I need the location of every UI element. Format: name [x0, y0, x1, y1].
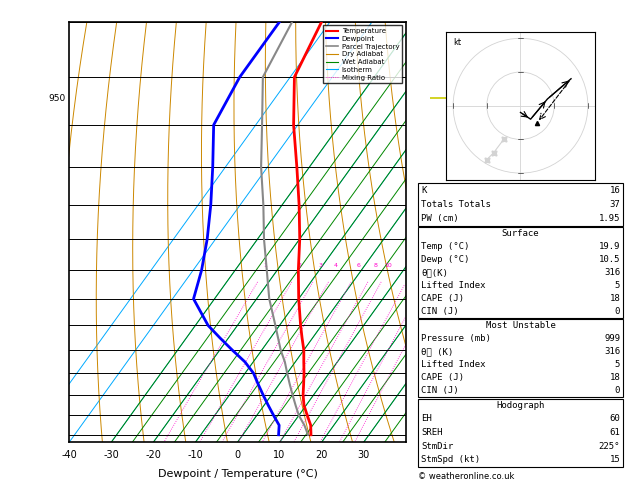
- Text: 8: 8: [374, 263, 377, 268]
- Text: Lifted Index: Lifted Index: [421, 281, 486, 290]
- Text: 0: 0: [615, 307, 620, 316]
- Text: 316: 316: [604, 347, 620, 356]
- Text: Pressure (mb): Pressure (mb): [421, 334, 491, 343]
- Text: 60: 60: [610, 415, 620, 423]
- Text: 0: 0: [235, 450, 240, 460]
- Text: 1: 1: [264, 263, 267, 268]
- Text: CAPE (J): CAPE (J): [421, 373, 464, 382]
- Text: 30: 30: [357, 450, 370, 460]
- Text: Surface: Surface: [502, 229, 539, 238]
- Text: 20: 20: [315, 450, 328, 460]
- Text: 18: 18: [610, 294, 620, 303]
- Text: 10.5: 10.5: [599, 255, 620, 264]
- Text: PW (cm): PW (cm): [421, 214, 459, 224]
- Text: CAPE (J): CAPE (J): [421, 294, 464, 303]
- Text: 5: 5: [615, 281, 620, 290]
- Text: 3: 3: [319, 263, 323, 268]
- Text: 0: 0: [615, 386, 620, 395]
- Text: Most Unstable: Most Unstable: [486, 321, 555, 330]
- Text: 15: 15: [610, 455, 620, 464]
- Text: StmDir: StmDir: [421, 442, 454, 451]
- Text: Hodograph: Hodograph: [496, 401, 545, 410]
- Text: 999: 999: [604, 334, 620, 343]
- Text: kt: kt: [453, 38, 461, 47]
- Text: Lifted Index: Lifted Index: [421, 360, 486, 369]
- Text: SREH: SREH: [421, 428, 443, 437]
- Text: 2: 2: [298, 263, 301, 268]
- Text: 10: 10: [274, 450, 286, 460]
- Text: CIN (J): CIN (J): [421, 307, 459, 316]
- Text: Dewpoint / Temperature (°C): Dewpoint / Temperature (°C): [157, 469, 318, 479]
- Text: 316: 316: [604, 268, 620, 277]
- Text: StmSpd (kt): StmSpd (kt): [421, 455, 481, 464]
- Text: -30: -30: [103, 450, 119, 460]
- Text: 37: 37: [610, 200, 620, 209]
- Text: Totals Totals: Totals Totals: [421, 200, 491, 209]
- Text: 4: 4: [334, 263, 338, 268]
- Text: θᴇ(K): θᴇ(K): [421, 268, 448, 277]
- Text: 6: 6: [357, 263, 360, 268]
- Text: 950: 950: [49, 94, 66, 103]
- Text: 1.95: 1.95: [599, 214, 620, 224]
- Text: -10: -10: [187, 450, 203, 460]
- Text: θᴇ (K): θᴇ (K): [421, 347, 454, 356]
- Text: CIN (J): CIN (J): [421, 386, 459, 395]
- Text: 61: 61: [610, 428, 620, 437]
- Text: Temp (°C): Temp (°C): [421, 242, 470, 251]
- Text: 10: 10: [385, 263, 392, 268]
- Text: -40: -40: [61, 450, 77, 460]
- Text: 16: 16: [610, 186, 620, 195]
- Text: 225°: 225°: [599, 442, 620, 451]
- Text: Dewp (°C): Dewp (°C): [421, 255, 470, 264]
- Legend: Temperature, Dewpoint, Parcel Trajectory, Dry Adiabat, Wet Adiabat, Isotherm, Mi: Temperature, Dewpoint, Parcel Trajectory…: [323, 25, 402, 83]
- Text: 5: 5: [615, 360, 620, 369]
- Text: 19.9: 19.9: [599, 242, 620, 251]
- Text: 18: 18: [610, 373, 620, 382]
- Text: EH: EH: [421, 415, 432, 423]
- Text: K: K: [421, 186, 427, 195]
- Text: © weatheronline.co.uk: © weatheronline.co.uk: [418, 472, 515, 481]
- Text: -20: -20: [145, 450, 161, 460]
